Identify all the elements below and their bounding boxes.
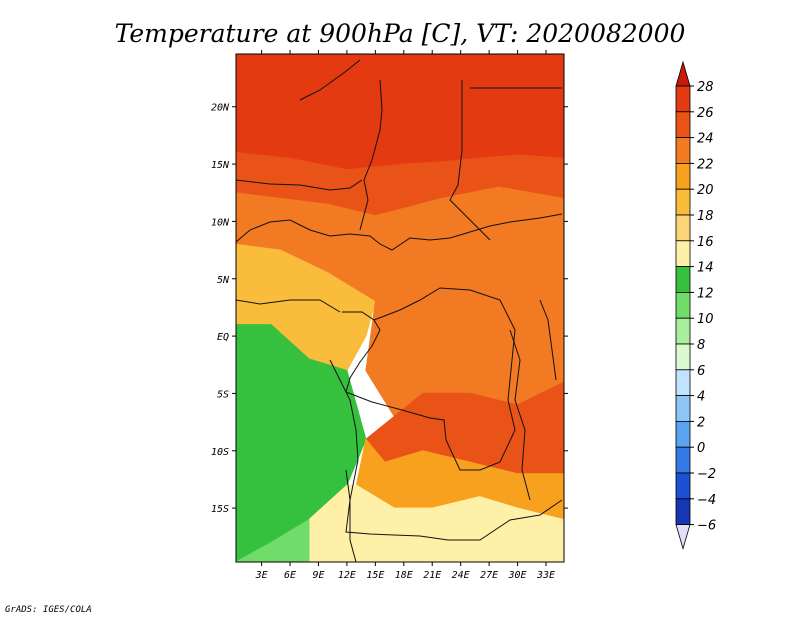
- temp-region-cool-ocean-south: [236, 518, 310, 562]
- colorbar-swatch: [675, 214, 691, 242]
- x-tick-label: 21E: [423, 570, 441, 581]
- colorbar-label: −6: [697, 519, 716, 534]
- x-tick-label: 3E: [255, 570, 268, 581]
- x-tick-label: 15E: [366, 570, 384, 581]
- lake-shore: [509, 329, 531, 501]
- colorbar-label: 26: [697, 106, 714, 121]
- border-line: [236, 213, 563, 251]
- colorbar-label: −2: [697, 467, 716, 482]
- border-line: [448, 499, 563, 541]
- colorbar-swatch: [675, 498, 691, 525]
- y-tick-label: 20N: [211, 103, 230, 114]
- border-line: [342, 311, 381, 393]
- colorbar-label: 24: [697, 132, 714, 147]
- colorbar-label: 10: [697, 312, 714, 327]
- x-tick-label: 9E: [312, 570, 324, 581]
- border-line: [299, 59, 361, 101]
- colorbar-label: 14: [697, 261, 714, 276]
- colorbar-swatch: [675, 420, 691, 448]
- border-line: [539, 299, 557, 381]
- colorbar-swatch: [675, 395, 691, 422]
- coastline: [329, 359, 359, 562]
- colorbar-label: 16: [697, 235, 714, 250]
- colorbar-swatch: [675, 291, 691, 319]
- x-tick-label: 18E: [395, 570, 413, 581]
- x-tick-label: 6E: [284, 570, 296, 581]
- y-tick-label: 5N: [217, 275, 230, 286]
- country-borders: [236, 59, 563, 562]
- y-tick-label: EQ: [217, 332, 229, 343]
- y-axis: 20N 15N 10N 5N EQ 5S 10S 15S: [211, 103, 568, 515]
- colorbar-swatch: [675, 266, 691, 293]
- colorbar-label: 2: [697, 415, 705, 430]
- colorbar-label: 28: [697, 80, 714, 95]
- colorbar-swatch: [675, 85, 691, 113]
- colorbar-bottom-arrow: [675, 524, 691, 551]
- colorbar-swatch: [675, 137, 691, 164]
- temp-region-sahara-band: [236, 54, 564, 171]
- colorbar-swatch: [675, 162, 691, 190]
- colorbar-label: 22: [697, 157, 714, 172]
- colorbar-swatch: [675, 369, 691, 396]
- y-tick-label: 15S: [211, 504, 229, 515]
- coastline: [236, 299, 341, 313]
- x-tick-label: 24E: [452, 570, 470, 581]
- x-axis: 3E 6E 9E 12E 15E 18E 21E 24E 27E 30E 33E: [255, 50, 555, 581]
- colorbar-label: 18: [697, 209, 714, 224]
- plot-frame: [235, 53, 565, 563]
- colorbar-swatch: [675, 446, 691, 474]
- y-tick-label: 10S: [211, 447, 229, 458]
- border-line: [373, 287, 516, 431]
- colorbar-top-arrow: [675, 60, 691, 87]
- plot-area: 3E 6E 9E 12E 15E 18E 21E 24E 27E 30E 33E 20N 15N 10N…: [211, 50, 568, 581]
- colorbar-label: 8: [697, 338, 705, 353]
- border-line: [345, 469, 449, 541]
- border-line: [236, 179, 363, 191]
- colorbar-label: 0: [697, 441, 705, 456]
- border-line: [449, 80, 491, 241]
- colorbar-swatch: [675, 188, 691, 216]
- colorbar-label: −4: [697, 493, 716, 508]
- temperature-field: [236, 54, 564, 562]
- border-line: [359, 79, 383, 231]
- colorbar-swatch: [675, 111, 691, 139]
- x-tick-label: 33E: [536, 570, 555, 581]
- y-tick-label: 5S: [217, 389, 229, 400]
- colorbar-label: 6: [697, 364, 705, 379]
- chart-title: Temperature at 900hPa [C], VT: 202008200…: [115, 19, 686, 48]
- temp-region-southern-highlands: [308, 484, 564, 562]
- colorbar-label: 4: [697, 390, 705, 405]
- x-tick-label: 27E: [480, 570, 498, 581]
- y-tick-label: 10N: [211, 217, 230, 228]
- colorbar-swatch: [675, 472, 691, 500]
- x-tick-label: 30E: [508, 570, 527, 581]
- colorbar-swatch: [675, 343, 691, 371]
- colorbar-swatch: [675, 317, 691, 345]
- colorbar-label: 12: [697, 286, 714, 301]
- x-tick-label: 12E: [338, 570, 356, 581]
- colorbar-swatch: [675, 240, 691, 268]
- border-line: [345, 391, 516, 471]
- credit-label: GrADS: IGES/COLA: [5, 605, 92, 615]
- y-tick-label: 15N: [211, 160, 230, 171]
- colorbar-label: 20: [697, 183, 714, 198]
